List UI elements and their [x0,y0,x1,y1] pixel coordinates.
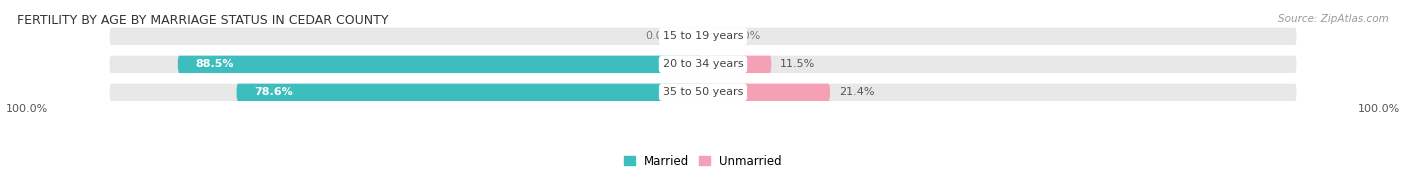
FancyBboxPatch shape [177,56,703,73]
FancyBboxPatch shape [703,56,772,73]
Text: 100.0%: 100.0% [6,104,48,114]
Text: 78.6%: 78.6% [254,87,292,97]
Text: 15 to 19 years: 15 to 19 years [662,31,744,41]
Text: 100.0%: 100.0% [1358,104,1400,114]
Text: 0.0%: 0.0% [733,31,761,41]
FancyBboxPatch shape [110,56,1296,73]
Text: 88.5%: 88.5% [195,59,235,69]
Text: 20 to 34 years: 20 to 34 years [662,59,744,69]
Text: 0.0%: 0.0% [645,31,673,41]
FancyBboxPatch shape [110,84,1296,101]
Text: 11.5%: 11.5% [780,59,815,69]
Text: FERTILITY BY AGE BY MARRIAGE STATUS IN CEDAR COUNTY: FERTILITY BY AGE BY MARRIAGE STATUS IN C… [17,14,388,27]
FancyBboxPatch shape [110,28,1296,45]
Legend: Married, Unmarried: Married, Unmarried [620,150,786,172]
Text: Source: ZipAtlas.com: Source: ZipAtlas.com [1278,14,1389,24]
FancyBboxPatch shape [703,84,830,101]
FancyBboxPatch shape [236,84,703,101]
Text: 21.4%: 21.4% [839,87,875,97]
Text: 35 to 50 years: 35 to 50 years [662,87,744,97]
